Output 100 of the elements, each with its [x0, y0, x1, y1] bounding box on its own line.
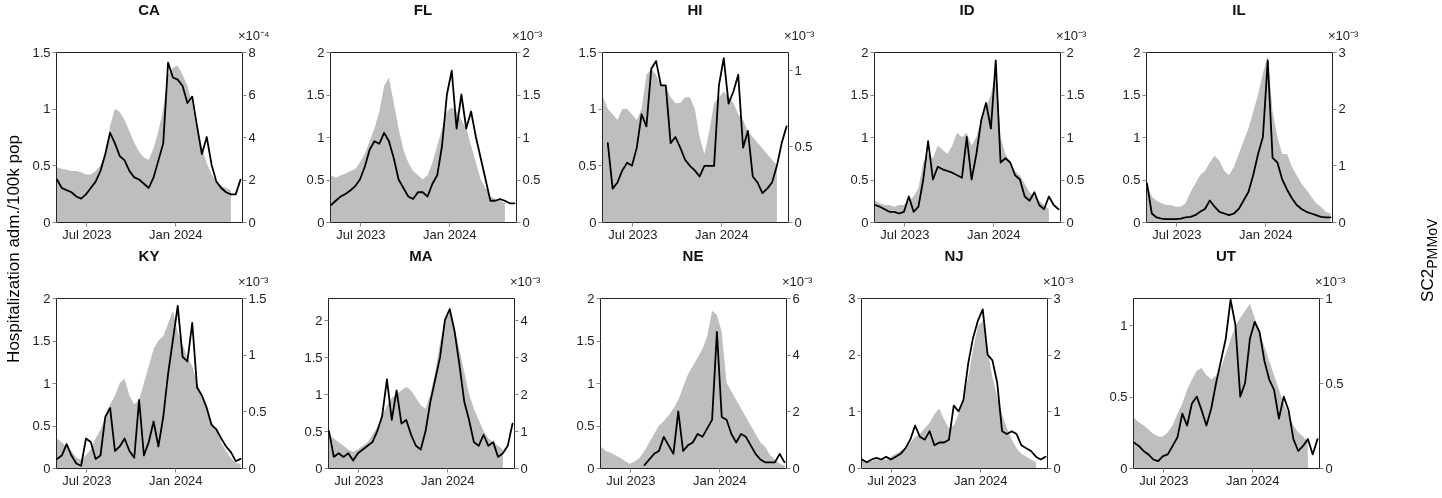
y-tick-label: 1: [589, 101, 597, 117]
y2-tick-label: 2: [522, 44, 530, 60]
chart-title: FL: [413, 1, 433, 18]
y-tick-label: 1: [43, 375, 51, 391]
text: ×10⁻³: [1043, 274, 1075, 289]
x-tick-label: Jul 2023: [608, 226, 658, 242]
y2-tick-label: 1: [1338, 157, 1346, 173]
line-series: [330, 69, 516, 206]
y-tick-label: 2: [43, 290, 51, 306]
x-tick-label: Jan 2024: [423, 226, 477, 242]
y-tick-label: 0.5: [306, 172, 325, 187]
y-tick-label: 0: [43, 460, 51, 476]
x-tick-label: Jul 2023: [1152, 226, 1202, 242]
y-tick-label: 2: [1133, 44, 1141, 60]
y2-tick-label: 2: [1066, 44, 1074, 60]
y2-tick-label: 3: [1053, 290, 1061, 306]
y-tick-label: 0: [315, 460, 323, 476]
text: ×10⁻³: [238, 274, 270, 289]
y-tick-label: 1.5: [578, 44, 597, 60]
y-tick-label: 0.5: [1122, 172, 1141, 187]
text: ×10⁻³: [1056, 28, 1088, 43]
line-series: [874, 59, 1060, 215]
y-tick-label: 1: [861, 129, 869, 145]
x-tick-label: Jul 2023: [62, 226, 112, 242]
chart-title: KY: [138, 247, 160, 264]
x-tick-label: Jul 2023: [334, 472, 384, 488]
y2-tick-label: 0: [248, 214, 256, 230]
chart-title: ID: [959, 1, 975, 18]
y-axis-title: Hospitalization adm./100k pop: [3, 135, 24, 363]
y2-tick-label: 0: [520, 460, 528, 476]
x-tick-label: Jul 2023: [606, 472, 656, 488]
text: ×10⁻³: [1315, 274, 1347, 289]
y2-tick-label: 2: [520, 386, 528, 402]
y-tick-label: 2: [587, 290, 595, 306]
y2-tick-label: 3: [1338, 44, 1346, 60]
y-tick-label: 1: [587, 375, 595, 391]
y2-tick-label: 2: [1053, 347, 1061, 363]
y2-tick-label: 0: [1325, 460, 1333, 476]
y-tick-label: 1: [1120, 317, 1128, 333]
y-tick-label: 1: [1133, 129, 1141, 145]
y-tick-label: 0.5: [32, 157, 51, 173]
x-tick-label: Jan 2024: [954, 472, 1008, 488]
chart-title: IL: [1232, 1, 1246, 18]
y-tick-label: 3: [848, 290, 856, 306]
y-tick-label: 0: [589, 214, 597, 230]
y-tick-label: 0: [848, 460, 856, 476]
y-tick-label: 2: [861, 44, 869, 60]
y2-tick-label: 2: [248, 172, 256, 187]
text: ×10⁻³: [1328, 28, 1360, 43]
y-tick-label: 0.5: [1109, 389, 1128, 405]
x-tick-label: Jan 2024: [967, 226, 1021, 242]
y-tick-label: 1.5: [304, 349, 323, 365]
y-tick-label: 2: [848, 347, 856, 363]
text: ×10⁻³: [784, 28, 816, 43]
y-tick-label: 0.5: [850, 172, 869, 187]
y2-tick-label: 1: [522, 129, 530, 145]
y2-tick-label: 3: [520, 349, 528, 365]
chart-title: HI: [687, 1, 703, 18]
y2-tick-label: 2: [1338, 101, 1346, 117]
x-tick-label: Jan 2024: [421, 472, 475, 488]
line-series: [56, 61, 242, 200]
y-tick-label: 0: [317, 214, 325, 230]
y2-tick-label: 0.5: [522, 172, 541, 187]
y2-tick-label: 4: [792, 347, 800, 363]
y-tick-label: 1: [315, 386, 323, 402]
y2-tick-label: 0: [794, 214, 802, 230]
y2-tick-label: 1: [1053, 403, 1061, 419]
y2-tick-label: 1.5: [248, 290, 267, 306]
x-tick-label: Jan 2024: [695, 226, 749, 242]
x-tick-label: Jan 2024: [149, 226, 203, 242]
y-tick-label: 2: [317, 44, 325, 60]
x-tick-label: Jul 2023: [880, 226, 930, 242]
y2-tick-label: 1: [248, 347, 256, 363]
chart-title: CA: [138, 1, 160, 18]
chart-title: UT: [1216, 247, 1236, 264]
line-series: [861, 308, 1047, 464]
y-tick-label: 2: [315, 312, 323, 328]
x-tick-label: Jan 2024: [1226, 472, 1280, 488]
y-tick-label: 1.5: [32, 44, 51, 60]
y2-tick-label: 0: [792, 460, 800, 476]
line-series: [606, 57, 788, 195]
y2-tick-label: 1.5: [1066, 87, 1085, 102]
y-tick-label: 1.5: [850, 87, 869, 102]
y2-tick-label: 1: [1325, 290, 1333, 306]
y-tick-label: 1.5: [1122, 87, 1141, 102]
chart-title: MA: [409, 247, 433, 264]
y-tick-label: 1: [43, 101, 51, 117]
y-tick-label: 1: [848, 403, 856, 419]
chart-title: NE: [682, 247, 704, 264]
y-tick-label: 0: [43, 214, 51, 230]
y2-tick-label: 1: [794, 62, 802, 78]
x-tick-label: Jan 2024: [1239, 226, 1293, 242]
text: ×10⁻³: [510, 274, 542, 289]
x-tick-label: Jan 2024: [149, 472, 203, 488]
y2-tick-label: 1.5: [522, 87, 541, 102]
text: ×10⁻³: [782, 274, 814, 289]
y2-tick-label: 0.5: [794, 138, 813, 154]
y-tick-label: 0: [1120, 460, 1128, 476]
y2-tick-label: 0: [522, 214, 530, 230]
x-tick-label: Jan 2024: [693, 472, 747, 488]
